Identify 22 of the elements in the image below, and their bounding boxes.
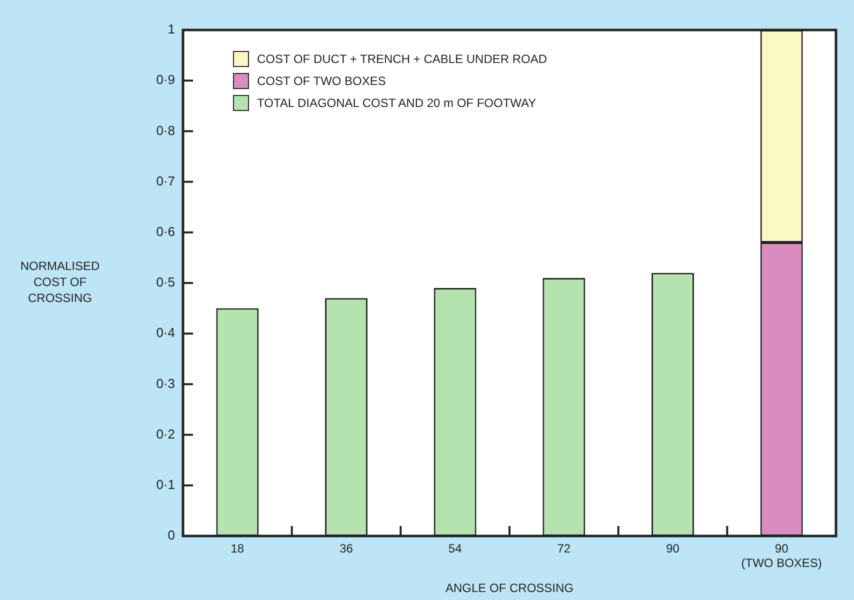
y-tick-label: 0·1 [156, 476, 175, 492]
y-tick-label: 0·8 [156, 122, 175, 138]
y-tick-label: 0·7 [156, 173, 175, 188]
y-tick-label: 1 [168, 22, 175, 37]
x-tick-label: 72 [557, 542, 571, 556]
x-tick-label: 90 (TWO BOXES) [741, 542, 822, 570]
y-tick-label: 0·4 [156, 325, 175, 340]
x-tick-label: 18 [230, 542, 244, 556]
y-tick-label: 0·5 [156, 274, 175, 290]
legend-label: COST OF TWO BOXES [257, 74, 386, 88]
x-tick-label: 54 [448, 542, 462, 556]
y-axis-title: NORMALISED COST OF CROSSING [19, 258, 101, 306]
x-tick-label: 36 [340, 542, 354, 556]
x-axis-title: ANGLE OF CROSSING [445, 581, 574, 596]
x-tick-label: 90 [666, 542, 680, 556]
legend-label: COST OF DUCT + TRENCH + CABLE UNDER ROAD [257, 52, 548, 66]
legend-label: TOTAL DIAGONAL COST AND 20 m OF FOOTWAY [257, 96, 536, 110]
y-tick-label: 0·9 [156, 72, 175, 88]
y-tick-label: 0·6 [156, 224, 175, 239]
y-tick-label: 0·2 [156, 426, 175, 442]
y-tick-label: 0·3 [156, 376, 175, 391]
y-tick-label: 0 [168, 528, 175, 543]
